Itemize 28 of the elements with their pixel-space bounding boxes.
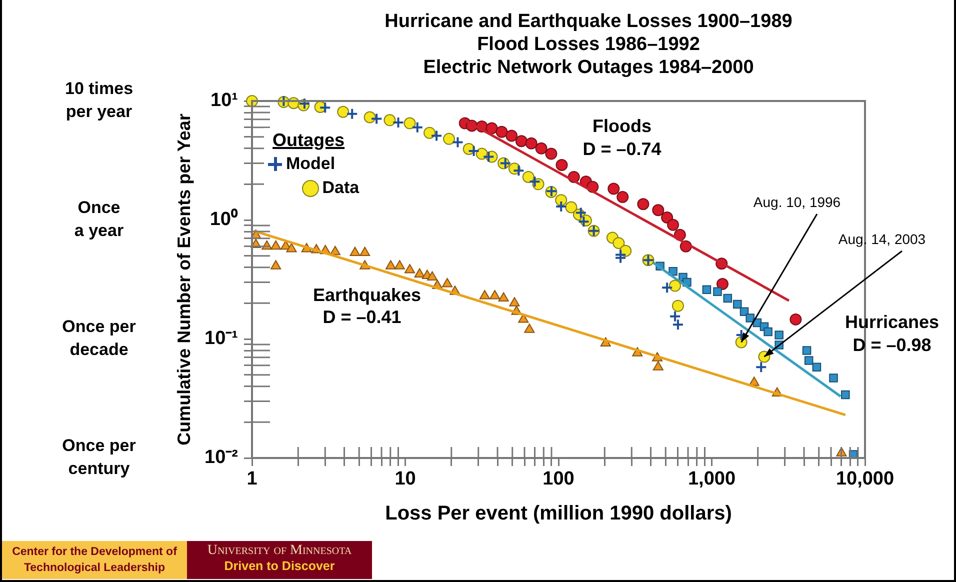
y-tick-label: 10¹: [210, 90, 238, 112]
annotation: D = –0.41: [322, 306, 402, 327]
annotation: Aug. 10, 1996: [753, 194, 841, 210]
annotation: Aug. 14, 2003: [838, 230, 926, 247]
annotation: Hurricanes: [844, 312, 940, 332]
text: 10 times per year: [64, 79, 134, 122]
y-tick-label: 10⁰: [210, 208, 238, 230]
x-tick-label: 10: [394, 468, 416, 490]
text: Once per decade: [62, 317, 136, 360]
x-tick-label: 1,000: [688, 468, 736, 490]
x-tick-label: 1: [246, 468, 258, 490]
annotation: Floods: [592, 116, 652, 136]
footer-banner: Center for the Development of Technological Leadership University of Minnesota Driven to Discover: [2, 541, 372, 579]
text: Once per century: [62, 436, 136, 478]
annotation: D = –0.74: [582, 138, 662, 159]
legend-title: Outages: [272, 129, 345, 152]
x-tick-label: 10,000: [836, 468, 894, 490]
y-axis-title: Cumulative Number of Events per Year: [174, 114, 194, 446]
x-axis-title: Loss Per event (million 1990 dollars): [385, 502, 732, 525]
text: Once a year: [74, 198, 124, 240]
annotation: D = –0.98: [852, 334, 932, 355]
y-tick-label: 10⁻²: [204, 447, 238, 468]
legend-label: Model: [286, 153, 336, 175]
x-tick-label: 100: [542, 468, 574, 490]
chart-title: Hurricane and Earthquake Losses 1900–1989 Flood Losses 1986–1992 Electric Network Outages 1984–2000: [384, 11, 792, 78]
annotation: Earthquakes: [312, 284, 422, 305]
legend-label: Data: [322, 177, 360, 199]
y-tick-label: 10⁻¹: [204, 328, 238, 350]
